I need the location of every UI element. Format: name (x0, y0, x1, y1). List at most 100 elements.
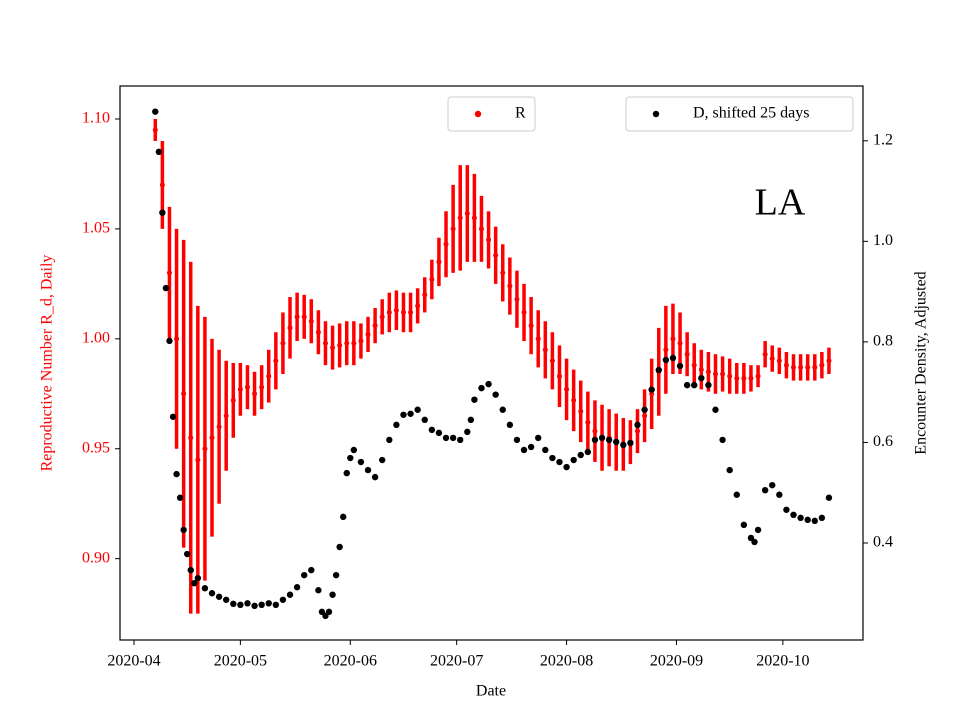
point (152, 127, 158, 133)
point (819, 362, 825, 368)
point (393, 307, 399, 313)
point (776, 491, 783, 498)
point (485, 380, 492, 388)
point (174, 336, 180, 342)
y2-tick-label: 1.2 (873, 131, 893, 148)
plot-frame (119, 85, 864, 641)
point (726, 466, 733, 474)
point (733, 491, 740, 498)
point (705, 381, 712, 389)
point (527, 443, 535, 451)
point (400, 411, 407, 418)
point (535, 434, 542, 442)
point (705, 369, 711, 375)
point (408, 309, 414, 315)
point (627, 439, 634, 447)
point (691, 381, 698, 389)
point (683, 381, 691, 389)
point (591, 436, 599, 444)
point (677, 340, 683, 346)
point (605, 436, 613, 444)
point (180, 526, 187, 534)
point (520, 446, 528, 454)
point (222, 596, 230, 603)
y2-tick-label: 0.8 (873, 333, 893, 350)
point (259, 384, 265, 390)
point (513, 436, 521, 444)
point (741, 375, 747, 381)
point (598, 434, 606, 442)
point (754, 526, 762, 534)
legend-marker (652, 110, 660, 118)
point (201, 585, 209, 592)
point (471, 215, 477, 221)
y2-axis-label: Encounter Density, Adjusted (913, 271, 930, 454)
point (209, 435, 215, 441)
point (329, 591, 336, 598)
point (286, 591, 294, 598)
point (449, 434, 457, 442)
point (450, 226, 456, 232)
point (194, 574, 202, 582)
y2-tick-label: 0.4 (873, 534, 893, 551)
point (400, 309, 406, 315)
point (805, 364, 811, 370)
point (464, 428, 471, 436)
point (181, 391, 187, 397)
point (620, 441, 627, 449)
point (478, 226, 484, 232)
point (669, 354, 677, 362)
point (570, 456, 577, 464)
point (215, 593, 223, 600)
point (556, 373, 562, 379)
point (287, 325, 293, 331)
point (428, 426, 436, 434)
point (195, 457, 201, 463)
point (467, 416, 475, 424)
point (592, 428, 598, 434)
point (613, 438, 620, 446)
point (500, 270, 506, 276)
point (578, 408, 584, 414)
point (244, 600, 251, 607)
point (315, 587, 322, 594)
point (421, 416, 428, 424)
point (386, 436, 393, 444)
point (364, 466, 372, 474)
point (564, 386, 570, 392)
point (351, 340, 357, 346)
point (336, 543, 343, 551)
point (818, 514, 826, 522)
point (691, 362, 697, 368)
point (159, 209, 166, 216)
point (315, 329, 321, 335)
point (159, 182, 165, 188)
point (202, 446, 208, 452)
point (350, 446, 358, 454)
legend-marker (474, 110, 482, 118)
point (191, 579, 198, 587)
point (162, 284, 170, 292)
point (325, 608, 333, 616)
y-tick-label: 0.95 (82, 439, 110, 456)
legend-label: R (515, 105, 526, 122)
x-tick-label: 2020-09 (650, 653, 703, 670)
point (251, 602, 258, 610)
point (379, 456, 386, 464)
point (230, 600, 237, 608)
x-tick-label: 2020-07 (430, 653, 483, 670)
point (514, 296, 520, 302)
point (322, 340, 328, 346)
point (798, 364, 804, 370)
y-tick-label: 0.90 (82, 549, 110, 566)
point (386, 309, 392, 315)
point (634, 421, 641, 429)
point (457, 215, 463, 221)
point (464, 211, 470, 217)
point (223, 413, 229, 419)
point (492, 391, 499, 398)
point (571, 397, 577, 403)
point (790, 511, 797, 519)
point (670, 336, 676, 342)
point (712, 371, 718, 377)
